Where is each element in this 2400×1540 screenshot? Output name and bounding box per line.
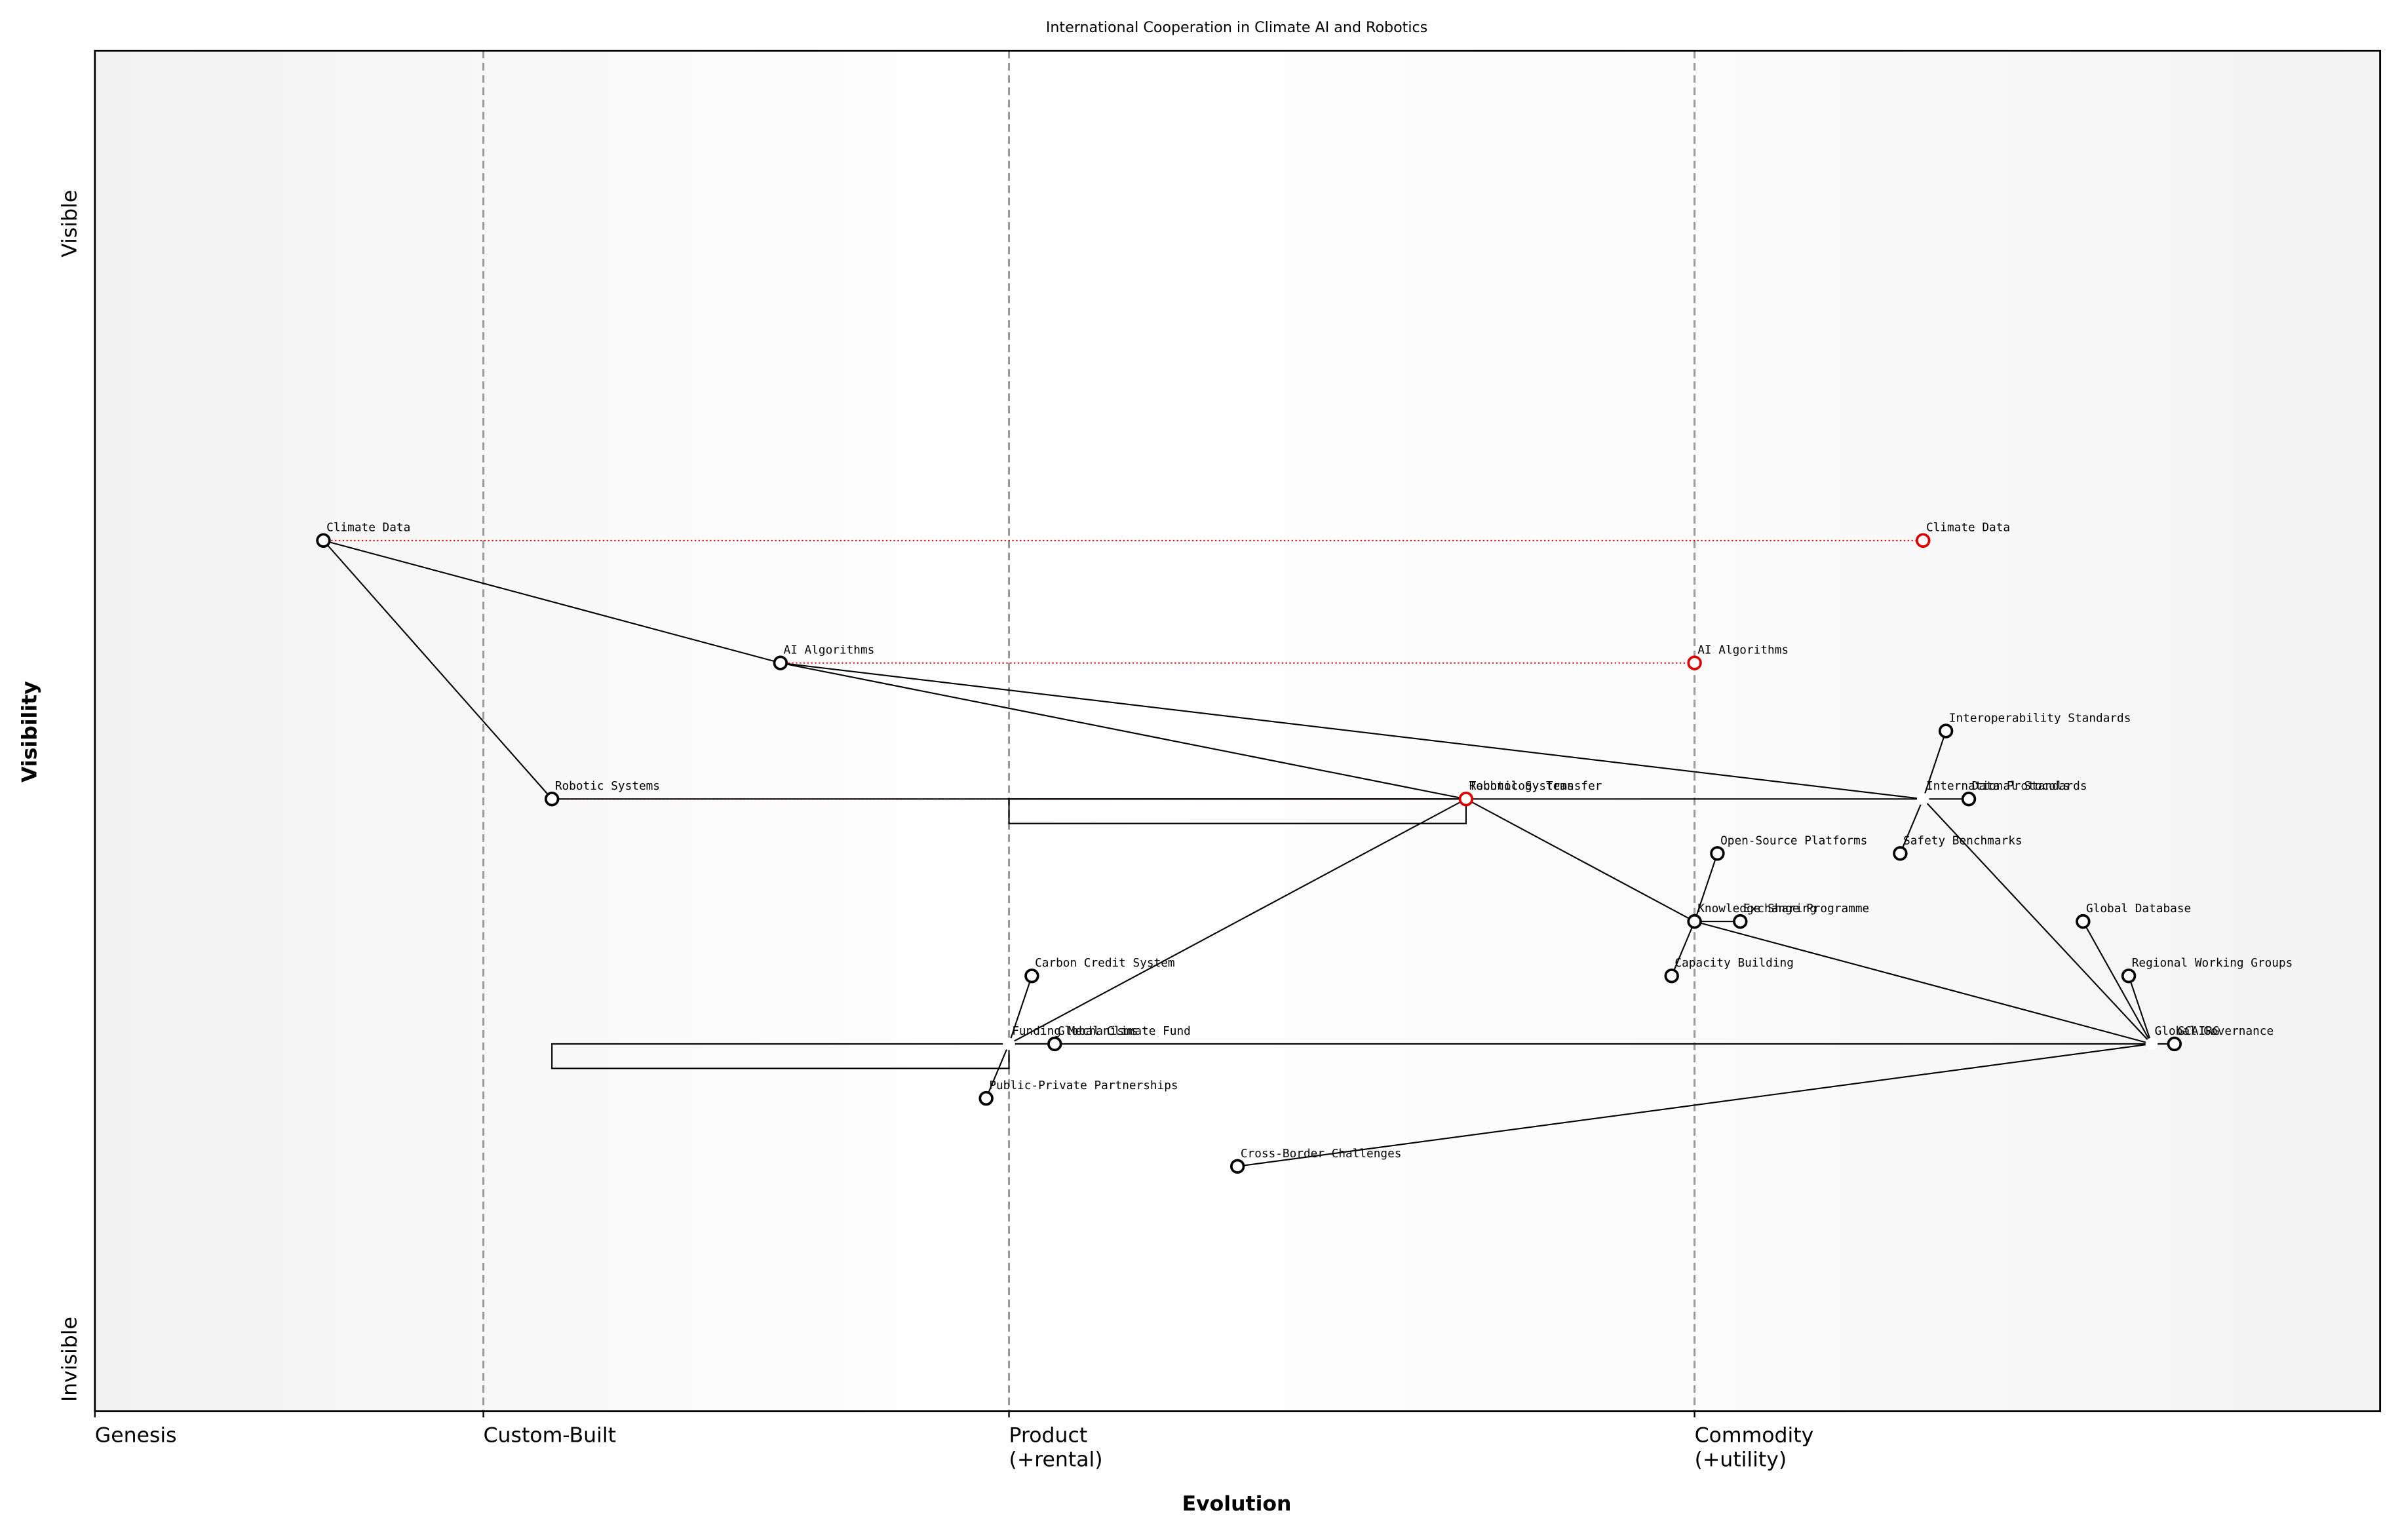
component-label: Data Protocols <box>1972 780 2070 793</box>
component <box>978 1090 994 1106</box>
x-tick-label: Commodity (+utility) <box>1695 1423 1814 1471</box>
component <box>1687 914 1702 929</box>
plot-background <box>94 50 2380 1412</box>
component <box>1710 846 1725 861</box>
link <box>780 662 1467 800</box>
component-label: Robotic Systems <box>555 780 660 793</box>
link <box>780 662 1924 800</box>
link <box>1009 798 1467 1045</box>
component-label: Technology Transfer <box>1469 780 1602 793</box>
evolved-label: AI Algorithms <box>1697 644 1789 657</box>
link <box>1694 853 1718 922</box>
component <box>1893 846 1908 861</box>
link <box>985 1043 1010 1099</box>
component-label: Interoperability Standards <box>1949 712 2131 725</box>
component <box>2121 968 2137 984</box>
evolved-label: Climate Data <box>1926 522 2010 535</box>
evolved-label: Robotic Systems <box>1469 780 1574 793</box>
component-anchor <box>2145 1037 2158 1050</box>
component <box>1664 968 1679 984</box>
component-label: Regional Working Groups <box>2132 957 2293 970</box>
component <box>1230 1159 1245 1174</box>
component <box>2076 914 2091 929</box>
component <box>1961 792 1977 807</box>
component-label: Climate Data <box>326 522 410 535</box>
link <box>2128 975 2152 1045</box>
y-top-label: Visible <box>58 190 81 258</box>
component-anchor <box>1003 1037 1015 1050</box>
component <box>544 792 560 807</box>
link <box>1671 921 1695 976</box>
link <box>1237 1043 2152 1167</box>
y-bottom-label: Invisible <box>58 1317 81 1402</box>
component-label: Exchange Programme <box>1743 902 1869 915</box>
link <box>2082 921 2152 1045</box>
component-label: Open-Source Platforms <box>1720 834 1867 847</box>
component-label: Funding Mechanisms <box>1012 1025 1138 1038</box>
link <box>1694 921 2152 1045</box>
evolved-component <box>1687 655 1702 670</box>
component-label: Global Climate Fund <box>1058 1025 1191 1038</box>
component-label: Capacity Building <box>1674 957 1794 970</box>
component-label: Global Database <box>2086 902 2191 915</box>
component-label: GCAIRG <box>2177 1025 2219 1038</box>
component-anchor <box>1916 792 1929 805</box>
component <box>316 533 331 548</box>
plot-frame <box>94 49 2382 1412</box>
x-tick-label: Custom-Built <box>484 1423 616 1447</box>
map-layer: Climate Data AI Algorithms Robotic Systems… <box>316 50 2293 1412</box>
link <box>1008 975 1033 1045</box>
component-label: Global Governance <box>2155 1025 2274 1038</box>
component-label: Public-Private Partnerships <box>989 1079 1178 1092</box>
x-tick-label: Genesis <box>95 1423 177 1447</box>
component <box>1024 968 1039 984</box>
link <box>1922 798 2152 1045</box>
component-label: Cross-Border Challenges <box>1241 1147 1402 1161</box>
link <box>322 540 552 799</box>
evolved-component <box>1916 533 1931 548</box>
x-axis-title: Evolution <box>1182 1492 1292 1516</box>
evolved-component <box>1458 792 1474 807</box>
y-axis-title: Visibility <box>18 681 42 782</box>
link <box>1899 798 1924 854</box>
component-label: Carbon Credit System <box>1035 957 1175 970</box>
component-label: AI Algorithms <box>784 644 875 657</box>
component <box>1938 723 1954 739</box>
pipeline <box>551 1043 1010 1069</box>
component-label: Safety Benchmarks <box>1903 834 2023 847</box>
component <box>2167 1036 2182 1052</box>
chart-title: International Cooperation in Climate AI … <box>1046 19 1427 36</box>
x-tick-label: Product (+rental) <box>1009 1423 1103 1471</box>
link <box>1922 731 1947 799</box>
component <box>773 655 788 670</box>
component-label: International Standards <box>1926 780 2087 793</box>
component <box>1047 1036 1062 1052</box>
link <box>323 539 781 664</box>
component-label: Knowledge Sharing <box>1697 902 1817 915</box>
link <box>1465 798 1695 923</box>
component <box>1733 914 1748 929</box>
